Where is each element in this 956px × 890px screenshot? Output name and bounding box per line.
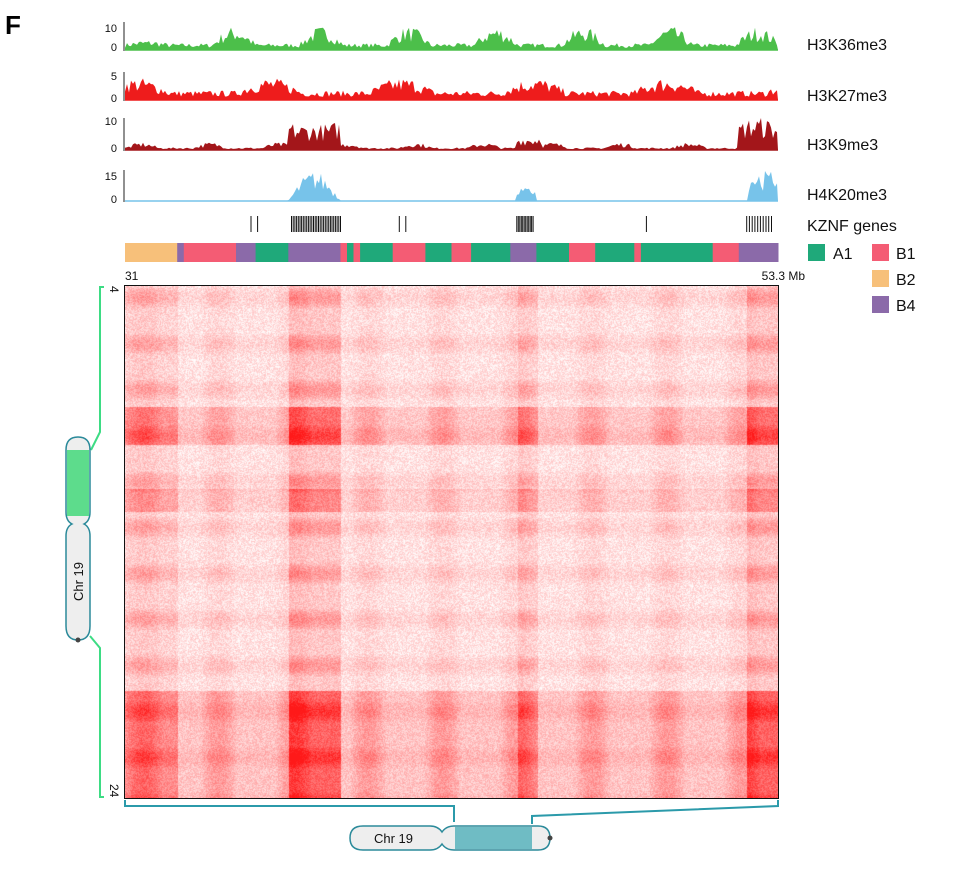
chromosome-label-vertical: Chr 19	[71, 562, 86, 601]
track-signal-h3k36me3	[125, 27, 778, 50]
legend-swatch-b2	[872, 270, 889, 287]
legend-label-a1: A1	[833, 246, 853, 263]
hic-heatmap	[125, 286, 779, 798]
track-signal-h3k27me3	[125, 78, 778, 100]
chromosome-ideogram-horizontal: Chr 19	[124, 800, 779, 851]
compartment-segment	[392, 243, 426, 262]
compartment-segment	[236, 243, 257, 262]
compartment-bar	[125, 243, 779, 262]
compartment-segment	[634, 243, 642, 262]
track-signal-h3k9me3	[125, 118, 778, 150]
compartment-segment	[340, 243, 348, 262]
x-axis-end-label: 53.3 Mb	[762, 269, 806, 283]
y-axis-top-label: 4	[107, 286, 121, 293]
compartment-segment	[425, 243, 452, 262]
compartment-segment	[183, 243, 237, 262]
track-h3k36me3: 10 0 H3K36me3	[105, 22, 887, 54]
chromosome-label-horizontal: Chr 19	[374, 831, 413, 846]
track-ymin: 0	[111, 143, 117, 155]
track-label-h4k20me3: H4K20me3	[807, 187, 887, 204]
track-signal-h4k20me3	[125, 171, 778, 201]
compartment-segment	[255, 243, 289, 262]
compartment-segment	[360, 243, 394, 262]
compartment-segment	[510, 243, 537, 262]
kznf-gene-track	[250, 216, 772, 232]
panel-label: F	[5, 10, 21, 40]
compartment-segment	[712, 243, 740, 262]
compartment-segment	[595, 243, 635, 262]
heatmap-border	[124, 285, 779, 799]
compartment-segment	[738, 243, 779, 262]
track-ymin: 0	[111, 93, 117, 105]
track-ymax: 15	[105, 171, 117, 183]
legend-swatch-b1	[872, 244, 889, 261]
track-ymax: 10	[105, 116, 117, 128]
compartment-segment	[353, 243, 361, 262]
compartment-segment	[536, 243, 570, 262]
track-ymax: 10	[105, 23, 117, 35]
legend-swatch-b4	[872, 296, 889, 313]
track-ymin: 0	[111, 42, 117, 54]
compartment-segment	[347, 243, 354, 262]
track-label-h3k27me3: H3K27me3	[807, 88, 887, 105]
track-label-h3k36me3: H3K36me3	[807, 37, 887, 54]
compartment-segment	[569, 243, 596, 262]
track-h3k9me3: 10 0 H3K9me3	[105, 116, 879, 155]
kznf-label: KZNF genes	[807, 218, 897, 235]
track-h3k27me3: 5 0 H3K27me3	[111, 71, 887, 105]
compartment-legend: A1 B1 B2 B4	[808, 244, 916, 315]
track-ymin: 0	[111, 194, 117, 206]
legend-label-b1: B1	[896, 246, 916, 263]
legend-label-b4: B4	[896, 298, 916, 315]
compartment-segment	[471, 243, 511, 262]
legend-swatch-a1	[808, 244, 825, 261]
track-ymax: 5	[111, 71, 117, 83]
y-axis-bottom-label: 24	[107, 784, 121, 798]
compartment-segment	[640, 243, 714, 262]
compartment-segment	[177, 243, 185, 262]
x-axis-start-label: 31	[125, 269, 139, 283]
compartment-segment	[288, 243, 341, 262]
track-label-h3k9me3: H3K9me3	[807, 137, 878, 154]
legend-label-b2: B2	[896, 272, 916, 289]
chromosome-ideogram-vertical: Chr 19	[65, 286, 104, 798]
compartment-segment	[125, 243, 178, 262]
compartment-segment	[451, 243, 472, 262]
chip-tracks: 10 0 H3K36me3 5 0 H3K27me3 10 0 H3K9me3 …	[105, 22, 887, 206]
track-h4k20me3: 15 0 H4K20me3	[105, 170, 887, 206]
